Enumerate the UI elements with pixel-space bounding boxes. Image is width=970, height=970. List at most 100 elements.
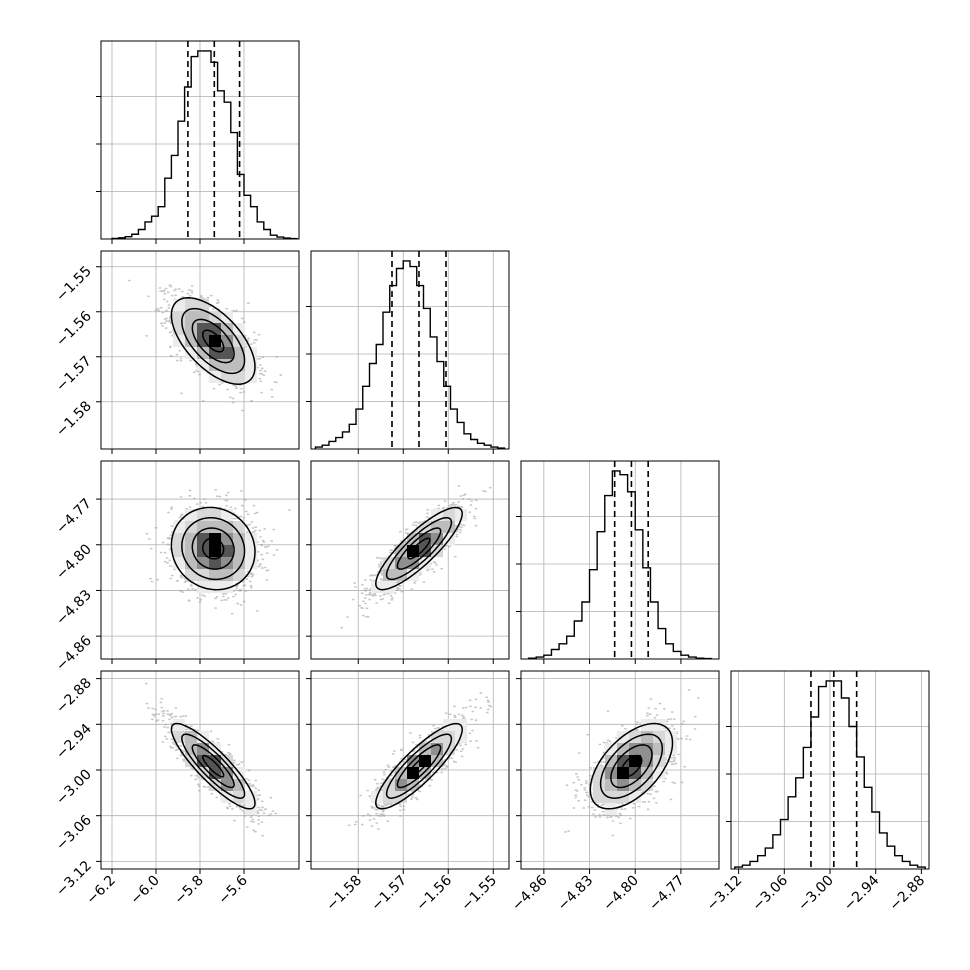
density-cell-0-3 [233,779,245,791]
histogram-2 [527,470,713,660]
histogram-frame-2 [520,460,720,660]
x-tick-label-3-3: −2.94 [841,872,883,914]
density-cell-0-2 [209,521,221,533]
density-cell-1-2 [419,557,431,569]
panel-content-0-2 [101,461,299,659]
density-cell-2-3 [629,755,641,767]
density-cell-0-2 [209,581,221,593]
density-cell-0-2 [209,569,221,581]
scatter-panel-1-3 [310,670,510,870]
density-cell-0-1 [209,347,221,359]
density-cell-0-3 [185,755,197,767]
density-cell-1-2 [443,521,455,533]
density-cell-0-2 [185,533,197,545]
contour-2-3-1 [610,744,653,789]
density-cell-0-2 [233,533,245,545]
density-cell-1-3 [419,767,431,779]
density-cell-0-2 [173,557,185,569]
contour-1-2-0 [407,537,431,560]
density-cell-0-1 [233,371,245,383]
contour-2-3-0 [620,754,643,778]
density-cell-2-3 [653,719,665,731]
panel-content-2-3 [521,671,719,869]
contour-2-3-2 [599,733,664,799]
y-tick-label-1-1: −1.57 [53,353,95,395]
scatter-panel-0-2 [100,460,300,660]
density-cell-0-2 [209,557,221,569]
panel-content-0-1 [101,251,299,449]
density-cell-0-3 [233,791,245,803]
histogram-1 [314,260,506,449]
histogram-0 [111,50,298,240]
density-cell-0-1 [221,347,233,359]
panel-content-1-3 [311,671,509,869]
density-cell-1-2 [383,581,395,593]
x-tick-label-3-1: −3.06 [749,872,791,914]
contour-0-1-0 [202,329,225,353]
x-tick-label-0-1: −6.0 [127,873,162,908]
density-cell-0-3 [209,779,221,791]
density-cell-2-3 [605,779,617,791]
y-tick-label-1-3: −1.55 [53,263,95,305]
density-cell-0-3 [173,719,185,731]
density-cell-0-2 [197,557,209,569]
panel-content-1-2 [311,461,509,659]
density-cell-0-1 [221,323,233,335]
density-cell-2-3 [617,779,629,791]
density-cell-2-3 [605,743,617,755]
density-cell-2-3 [653,767,665,779]
scatter-panel-0-1 [100,250,300,450]
density-cell-0-1 [197,323,209,335]
contour-0-3-1 [191,744,235,789]
scatter-panel-1-2 [310,460,510,660]
density-cell-0-2 [185,509,197,521]
x-tick-label-2-1: −4.83 [555,873,597,915]
x-tick-label-3-2: −3.00 [795,873,837,915]
contour-0-2-1 [191,527,235,570]
density-cell-2-3 [653,731,665,743]
x-tick-label-2-2: −4.80 [600,873,642,915]
density-cell-2-3 [605,755,617,767]
contour-1-3-1 [396,744,442,789]
y-tick-label-2-2: −4.80 [53,541,95,583]
density-cell-0-1 [209,359,221,371]
contour-0-3-3 [170,722,256,810]
x-tick-label-3-0: −3.12 [704,873,746,915]
density-cell-0-2 [245,545,257,557]
contour-0-3-2 [181,733,246,799]
x-tick-label-1-1: −1.57 [368,873,410,915]
density-cell-1-2 [395,557,407,569]
density-cell-0-3 [221,755,233,767]
density-cell-0-2 [221,533,233,545]
panel-content-0-3 [101,671,299,869]
y-tick-label-3-3: −2.94 [53,721,95,763]
x-tick-label-0-3: −5.6 [215,872,250,907]
density-cell-1-2 [383,569,395,581]
histogram-panel-2 [516,460,720,660]
histogram-3 [734,680,926,869]
y-tick-label-2-0: −4.86 [53,633,95,675]
density-cell-2-3 [593,779,605,791]
x-tick-label-2-0: −4.86 [509,872,551,914]
density-cell-1-3 [407,779,419,791]
histogram-panel-1 [306,250,510,450]
contour-0-1-1 [191,318,235,364]
density-cell-2-3 [593,791,605,803]
density-cell-2-3 [641,743,653,755]
density-cell-2-3 [653,743,665,755]
density-cell-0-1 [185,311,197,323]
contour-1-3-0 [407,754,431,778]
contour-0-2-2 [181,517,246,581]
contour-1-2-3 [375,506,463,591]
x-tick-label-1-3: −1.55 [458,873,500,915]
density-cell-2-3 [605,791,617,803]
density-cell-0-3 [209,755,221,767]
y-tick-label-3-2: −3.00 [53,767,95,809]
scatter-panel-2-3 [520,670,720,870]
density-cell-0-1 [185,335,197,347]
density-cell-2-3 [665,731,677,743]
contour-0-3-0 [202,754,225,778]
scatter-frame-1-2 [310,460,510,660]
density-cell-2-3 [629,791,641,803]
